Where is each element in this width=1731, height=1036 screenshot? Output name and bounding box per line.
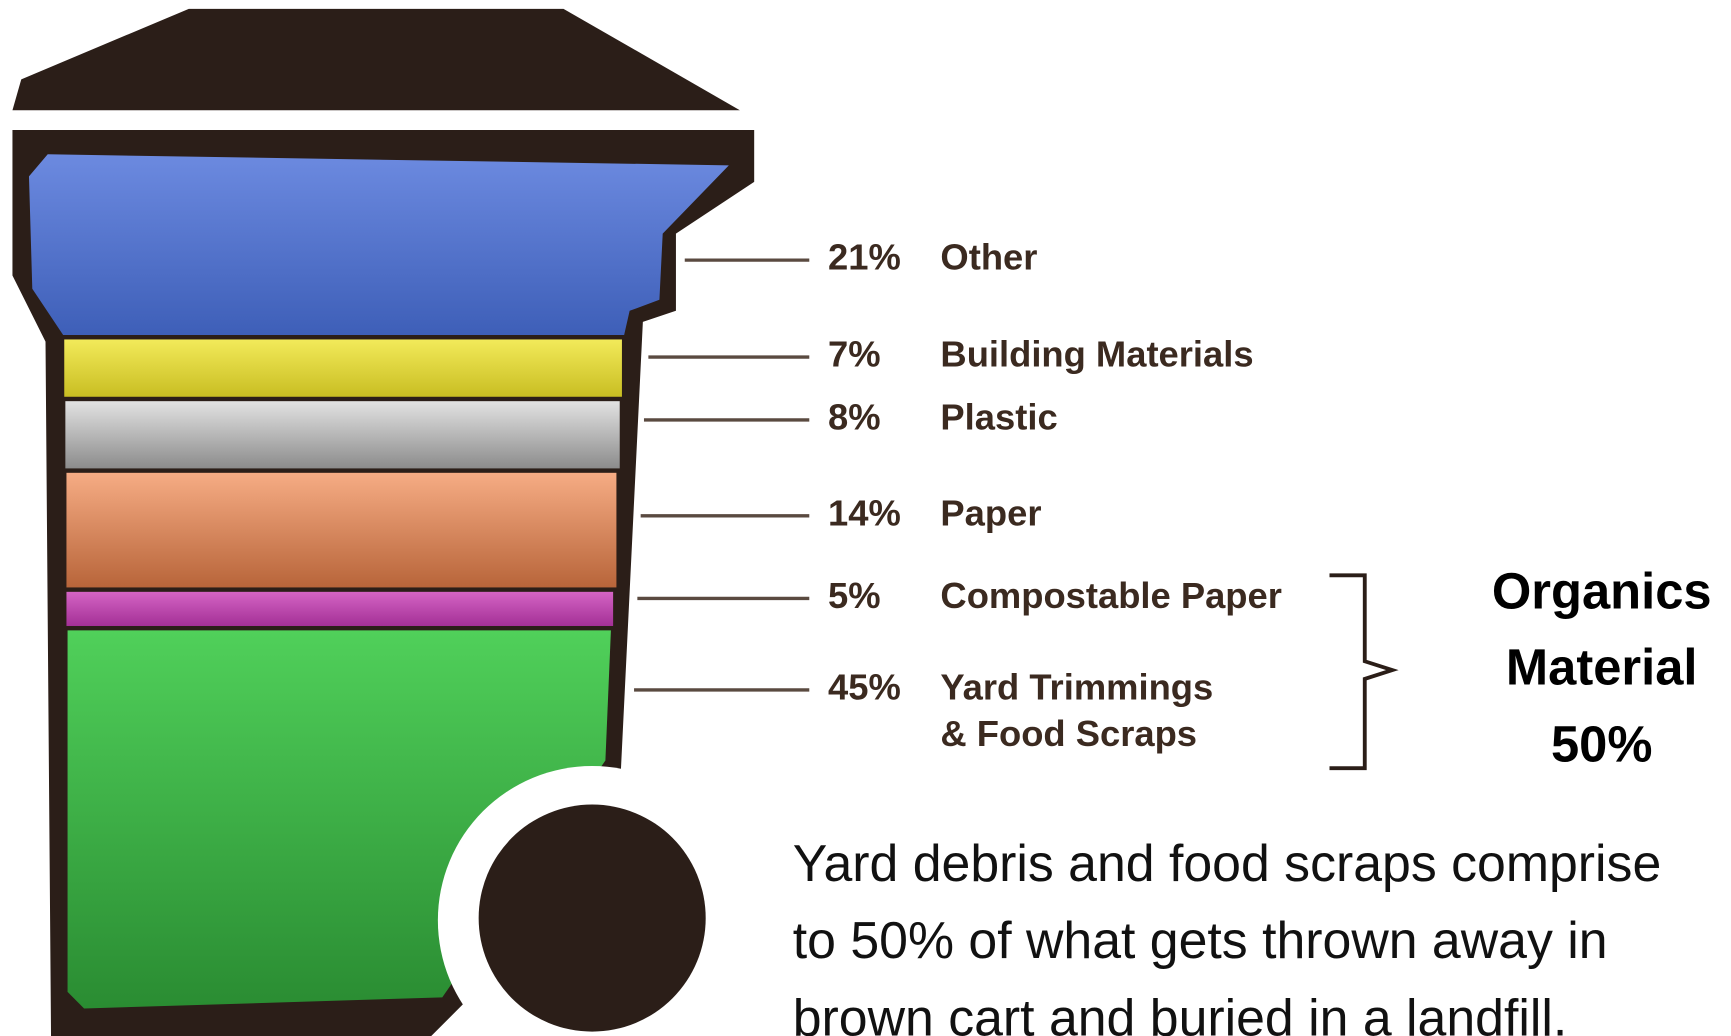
group-title: Organics	[1492, 563, 1712, 620]
label: Yard Trimmings	[940, 667, 1213, 708]
label: Compostable Paper	[940, 575, 1281, 616]
percent: 7%	[828, 334, 881, 375]
percent: 5%	[828, 575, 881, 616]
label: Building Materials	[940, 334, 1253, 375]
layer-other	[28, 154, 729, 336]
percent: 8%	[828, 397, 881, 438]
layer-paper	[66, 472, 617, 588]
note-line: to 50% of what gets thrown away in	[793, 911, 1608, 969]
label: & Food Scraps	[940, 713, 1197, 754]
wheel	[478, 804, 706, 1032]
layer-compostable	[66, 591, 614, 627]
note-line: Yard debris and food scraps comprise	[793, 834, 1662, 892]
layer-building	[64, 339, 622, 397]
note-line: brown cart and buried in a landfill.	[793, 988, 1568, 1036]
layer-plastic	[65, 401, 620, 469]
percent: 14%	[828, 492, 901, 533]
bracket	[1329, 573, 1399, 771]
percent: 21%	[828, 237, 901, 278]
bin-lid	[12, 8, 740, 111]
group-percent: 50%	[1551, 716, 1652, 773]
label: Other	[940, 237, 1037, 278]
label: Plastic	[940, 397, 1057, 438]
label: Paper	[940, 492, 1041, 533]
group-title: Material	[1506, 639, 1698, 696]
percent: 45%	[828, 667, 901, 708]
